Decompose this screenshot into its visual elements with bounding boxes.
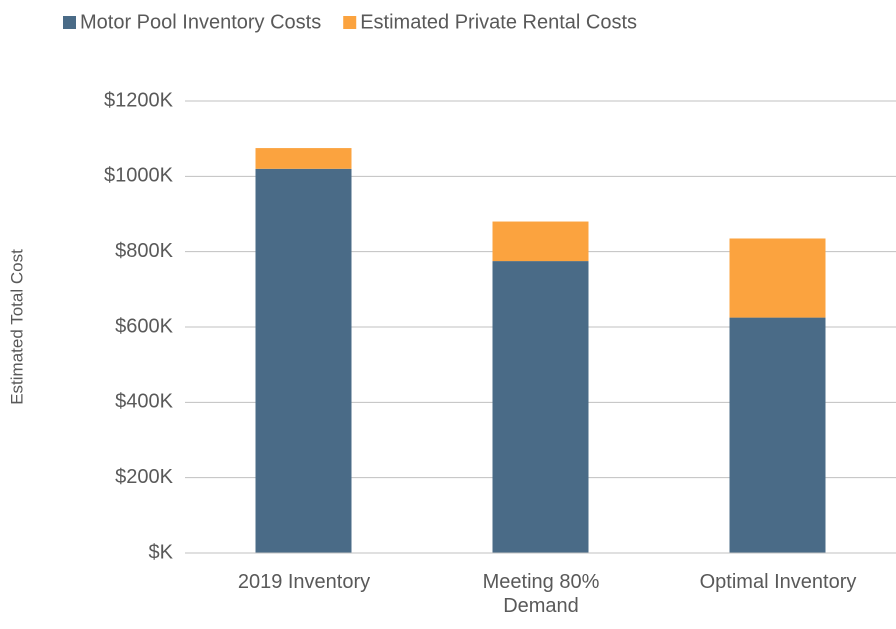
- legend-swatch: [63, 16, 76, 29]
- legend-label: Motor Pool Inventory Costs: [80, 11, 321, 33]
- bar-segment: [255, 148, 352, 169]
- y-tick-label: $1000K: [104, 165, 174, 187]
- bar-segment: [492, 221, 589, 262]
- bar-segment: [255, 168, 352, 554]
- y-tick-label: $1200K: [104, 89, 174, 111]
- x-tick-label: 2019 Inventory: [237, 571, 371, 593]
- y-tick-label: $600K: [115, 315, 173, 337]
- bar-segment: [492, 261, 589, 553]
- x-tick-label: Optimal Inventory: [699, 571, 857, 593]
- bar-segment: [729, 317, 826, 553]
- y-axis-label: Estimated Total Cost: [7, 249, 26, 405]
- legend-label: Estimated Private Rental Costs: [360, 11, 637, 33]
- legend-swatch: [343, 16, 357, 29]
- x-tick-label: Meeting 80% Demand: [482, 571, 600, 617]
- y-tick-label: $K: [149, 541, 174, 563]
- y-tick-label: $200K: [115, 466, 173, 488]
- y-tick-label: $800K: [115, 240, 173, 262]
- y-tick-label: $400K: [115, 391, 173, 413]
- bar-segment: [729, 238, 826, 318]
